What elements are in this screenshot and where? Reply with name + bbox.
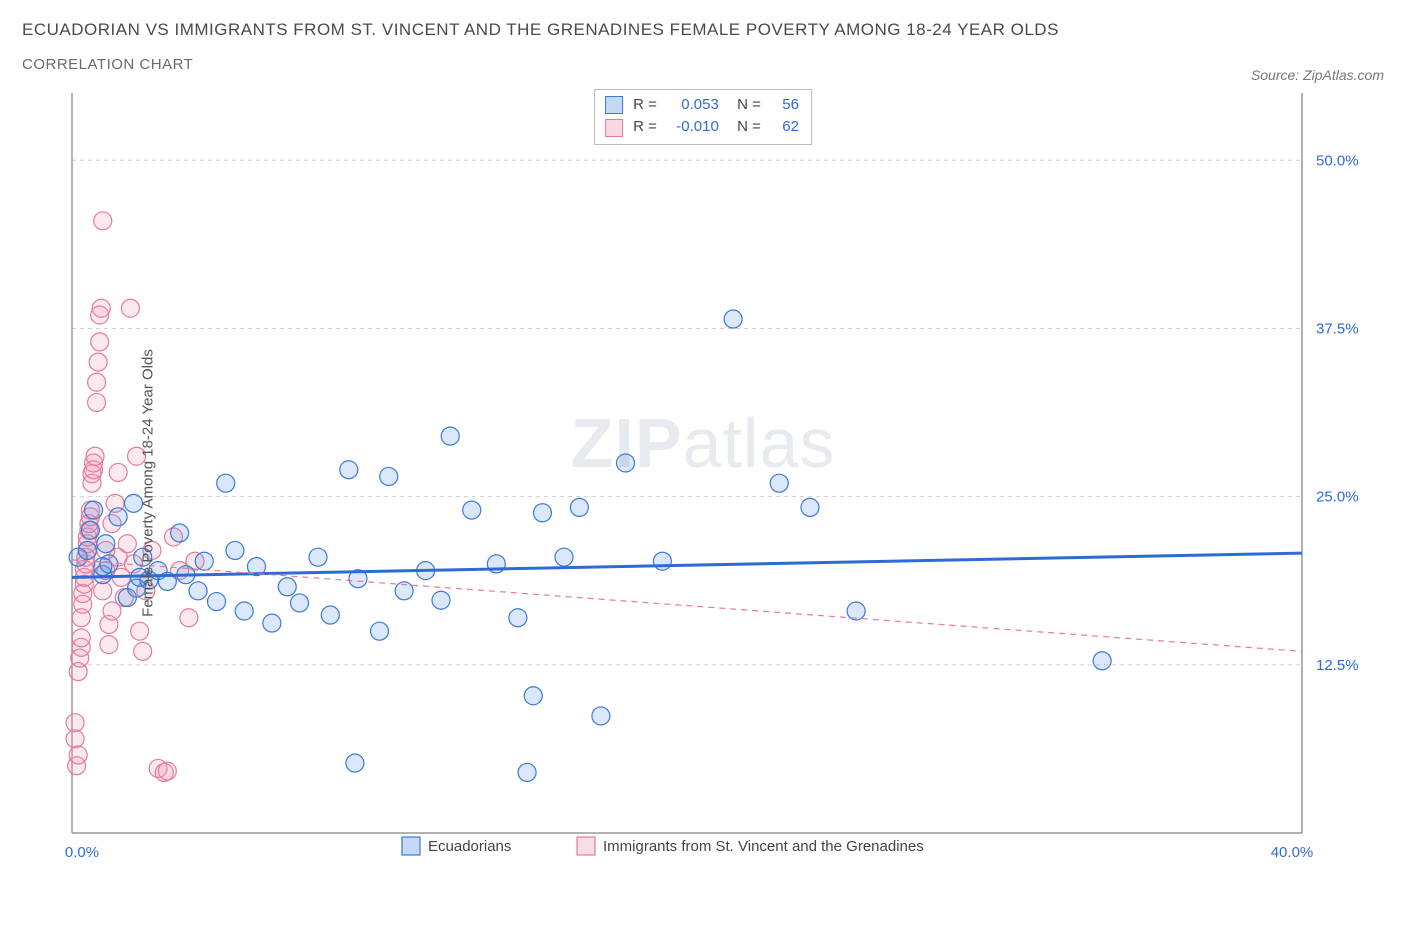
stat-n-value: 56 (771, 94, 799, 117)
data-point (86, 447, 104, 465)
data-point (180, 609, 198, 627)
data-point (66, 730, 84, 748)
y-tick-label: 12.5% (1316, 657, 1359, 674)
data-point (109, 463, 127, 481)
chart-container: Female Poverty Among 18-24 Year Olds ZIP… (22, 83, 1384, 883)
data-point (518, 763, 536, 781)
data-point (134, 642, 152, 660)
data-point (92, 299, 110, 317)
data-point (263, 614, 281, 632)
data-point (441, 427, 459, 445)
y-tick-label: 37.5% (1316, 320, 1359, 337)
data-point (97, 535, 115, 553)
data-point (189, 582, 207, 600)
x-tick-label: 0.0% (65, 844, 99, 861)
correlation-stats-box: R = 0.053 N = 56 R = -0.010 N = 62 (594, 89, 812, 145)
y-axis-label: Female Poverty Among 18-24 Year Olds (139, 349, 156, 617)
data-point (509, 609, 527, 627)
data-point (78, 541, 96, 559)
data-point (226, 541, 244, 559)
stat-row: R = 0.053 N = 56 (605, 94, 799, 117)
data-point (89, 353, 107, 371)
stat-r-value: -0.010 (667, 116, 719, 139)
data-point (463, 501, 481, 519)
data-point (617, 454, 635, 472)
data-point (81, 521, 99, 539)
stat-swatch (605, 96, 623, 114)
legend-swatch (402, 837, 420, 855)
data-point (291, 594, 309, 612)
stat-r-label: R = (633, 116, 657, 139)
data-point (346, 754, 364, 772)
chart-subtitle: CORRELATION CHART (22, 56, 1059, 73)
data-point (100, 555, 118, 573)
legend-swatch (577, 837, 595, 855)
data-point (278, 578, 296, 596)
data-point (88, 373, 106, 391)
y-tick-label: 50.0% (1316, 152, 1359, 169)
stat-n-label: N = (729, 116, 761, 139)
stat-r-label: R = (633, 94, 657, 117)
data-point (121, 299, 139, 317)
data-point (653, 552, 671, 570)
data-point (208, 592, 226, 610)
data-point (432, 591, 450, 609)
chart-title: ECUADORIAN VS IMMIGRANTS FROM ST. VINCEN… (22, 18, 1059, 42)
data-point (66, 713, 84, 731)
data-point (158, 762, 176, 780)
stat-row: R = -0.010 N = 62 (605, 116, 799, 139)
data-point (131, 622, 149, 640)
legend-label: Immigrants from St. Vincent and the Gren… (603, 838, 924, 855)
source-credit: Source: ZipAtlas.com (1251, 67, 1384, 83)
data-point (770, 474, 788, 492)
y-tick-label: 25.0% (1316, 488, 1359, 505)
data-point (100, 635, 118, 653)
stat-n-label: N = (729, 94, 761, 117)
data-point (94, 212, 112, 230)
stat-swatch (605, 119, 623, 137)
data-point (371, 622, 389, 640)
data-point (85, 501, 103, 519)
data-point (69, 746, 87, 764)
data-point (109, 508, 127, 526)
data-point (72, 629, 90, 647)
x-tick-label: 40.0% (1271, 844, 1314, 861)
data-point (380, 467, 398, 485)
data-point (524, 687, 542, 705)
data-point (555, 548, 573, 566)
data-point (533, 504, 551, 522)
stat-n-value: 62 (771, 116, 799, 139)
data-point (94, 582, 112, 600)
data-point (724, 310, 742, 328)
data-point (235, 602, 253, 620)
data-point (118, 535, 136, 553)
data-point (88, 393, 106, 411)
data-point (847, 602, 865, 620)
data-point (321, 606, 339, 624)
data-point (340, 461, 358, 479)
data-point (171, 524, 189, 542)
data-point (592, 707, 610, 725)
data-point (195, 552, 213, 570)
legend-label: Ecuadorians (428, 838, 511, 855)
scatter-plot: 12.5% 25.0% 37.5% 50.0% 0.0% 40.0% Ecuadorians… (22, 83, 1384, 883)
data-point (801, 498, 819, 516)
data-point (1093, 652, 1111, 670)
data-point (91, 333, 109, 351)
data-point (217, 474, 235, 492)
stat-r-value: 0.053 (667, 94, 719, 117)
data-point (309, 548, 327, 566)
data-point (570, 498, 588, 516)
